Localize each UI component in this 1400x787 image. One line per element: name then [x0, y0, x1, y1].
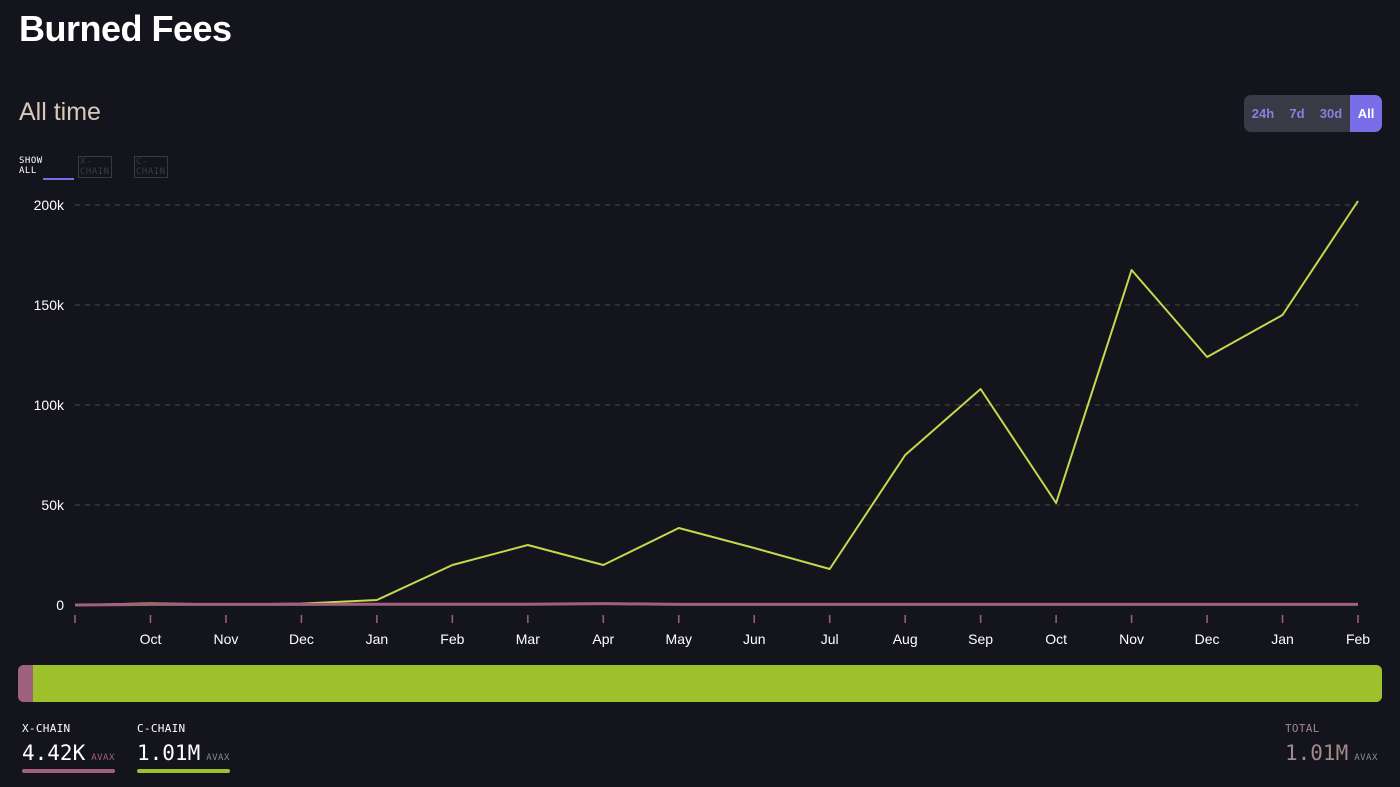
c-chain-stat: C-CHAIN 1.01M AVAX — [137, 722, 230, 773]
time-range-toggle: 24h 7d 30d All — [1244, 95, 1382, 132]
x-chain-value: 4.42K — [22, 741, 86, 765]
x-tick-label: Oct — [140, 631, 162, 647]
total-unit: AVAX — [1354, 753, 1378, 763]
x-tick-label: Mar — [516, 631, 540, 647]
filter-show-all[interactable]: SHOW ALL — [19, 156, 74, 180]
x-tick-label: Dec — [1195, 631, 1220, 647]
x-chain-label: X-CHAIN — [22, 722, 71, 735]
chain-share-bar — [18, 665, 1382, 702]
range-24h-button[interactable]: 24h — [1251, 106, 1275, 121]
x-chain-underline — [22, 769, 115, 773]
x-tick-label: Feb — [440, 631, 464, 647]
x-chain-series-line — [74, 602, 1358, 607]
y-tick-label: 100k — [34, 397, 65, 413]
x-tick-label: Dec — [289, 631, 314, 647]
burned-fees-line-chart: 0 50k 100k 150k 200k Oct Nov Dec Jan Feb Mar Apr Ma… — [34, 197, 1371, 647]
total-value: 1.01M — [1285, 741, 1349, 765]
c-chain-series-line — [74, 200, 1359, 606]
period-label: All time — [19, 98, 101, 126]
y-tick-label: 200k — [34, 197, 65, 213]
y-tick-label: 0 — [56, 597, 64, 613]
y-tick-label: 150k — [34, 297, 65, 313]
total-stat: TOTAL 1.01M AVAX — [1285, 722, 1378, 765]
x-tick-label: Apr — [592, 631, 614, 647]
x-tick-label: Oct — [1045, 631, 1067, 647]
x-tick-label: Jul — [821, 631, 839, 647]
range-7d-button[interactable]: 7d — [1289, 106, 1305, 121]
x-chain-stat: X-CHAIN 4.42K AVAX — [22, 722, 115, 773]
x-tick-label: Sep — [968, 631, 993, 647]
c-chain-label: C-CHAIN — [137, 722, 186, 735]
x-tick-label: May — [666, 631, 692, 647]
x-tick-label: Nov — [213, 631, 238, 647]
c-chain-underline — [137, 769, 230, 773]
c-chain-value: 1.01M — [137, 741, 201, 765]
filter-c-chain[interactable]: C-CHAIN — [134, 156, 168, 178]
range-all-button[interactable]: All — [1350, 95, 1382, 132]
x-tick-label: Jan — [1271, 631, 1294, 647]
x-chain-share-segment — [18, 665, 33, 702]
x-tick-label: Feb — [1346, 631, 1370, 647]
x-tick-label: Nov — [1119, 631, 1144, 647]
page-title: Burned Fees — [19, 8, 232, 49]
c-chain-unit: AVAX — [206, 753, 230, 763]
x-tick-label: Aug — [893, 631, 918, 647]
x-tick-label: Jun — [743, 631, 766, 647]
y-tick-label: 50k — [41, 497, 65, 513]
filter-x-chain[interactable]: X-CHAIN — [78, 156, 112, 178]
x-chain-unit: AVAX — [91, 753, 115, 763]
c-chain-share-segment — [33, 665, 1382, 702]
x-tick-label: Jan — [366, 631, 389, 647]
total-label: TOTAL — [1285, 722, 1320, 735]
range-30d-button[interactable]: 30d — [1319, 106, 1343, 121]
